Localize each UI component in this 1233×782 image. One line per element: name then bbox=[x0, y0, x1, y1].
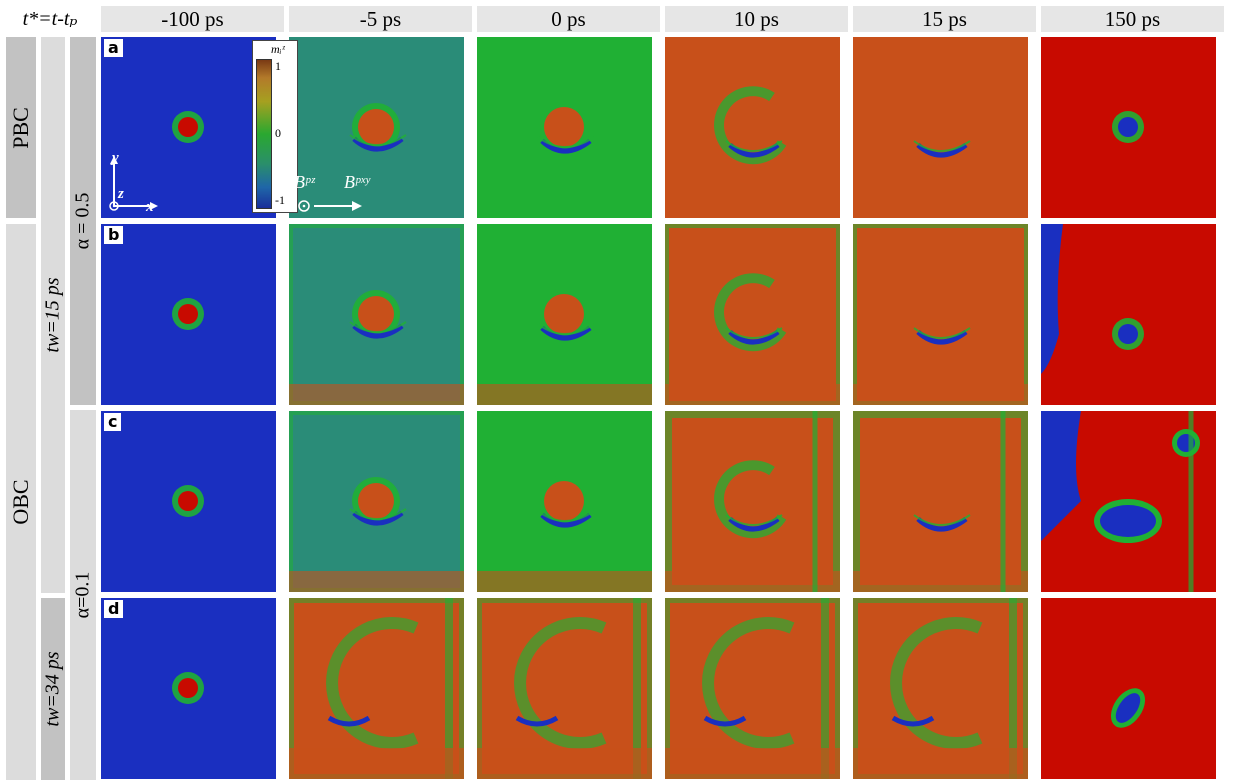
panel-label-d: d bbox=[104, 600, 124, 618]
snapshot-a-6 bbox=[1041, 37, 1216, 218]
tw15-label: tw=15 ps bbox=[41, 277, 64, 353]
colorbar: mᵢᶻ 1 0 -1 bbox=[252, 40, 298, 213]
pbc-band: PBC bbox=[6, 37, 36, 218]
column-header-3: 0 ps bbox=[477, 6, 660, 32]
colorbar-gradient bbox=[256, 59, 272, 209]
alpha05-label: α = 0.5 bbox=[71, 192, 94, 250]
snapshot-c-1 bbox=[101, 411, 276, 592]
snapshot-d-4 bbox=[665, 598, 840, 779]
column-header-1: -100 ps bbox=[101, 6, 284, 32]
snapshot-d-3 bbox=[477, 598, 652, 779]
axis-y-label: y bbox=[112, 150, 119, 166]
alpha05-band: α = 0.5 bbox=[70, 37, 96, 405]
obc-label: OBC bbox=[8, 479, 33, 525]
tw15-band: tw=15 ps bbox=[41, 37, 65, 593]
snapshot-a-2 bbox=[289, 37, 464, 218]
snapshot-b-2 bbox=[289, 224, 464, 405]
snapshot-c-4 bbox=[665, 411, 840, 592]
field-bxy-label: Bᵖˣʸ bbox=[344, 172, 370, 192]
panel-label-c: c bbox=[104, 413, 122, 431]
snapshot-c-3 bbox=[477, 411, 652, 592]
colorbar-tick-bottom: -1 bbox=[275, 193, 285, 207]
axes-glyph-icon bbox=[109, 156, 158, 211]
tw34-label: tw=34 ps bbox=[41, 651, 64, 727]
panel-label-a: a bbox=[104, 39, 123, 57]
snapshot-d-5 bbox=[853, 598, 1028, 779]
obc-band: OBC bbox=[6, 224, 36, 780]
colorbar-tick-mid: 0 bbox=[275, 126, 281, 140]
column-header-6: 150 ps bbox=[1041, 6, 1224, 32]
snapshot-a-1 bbox=[101, 37, 276, 218]
snapshot-b-1 bbox=[101, 224, 276, 405]
tw34-band: tw=34 ps bbox=[41, 598, 65, 780]
snapshot-c-2 bbox=[289, 411, 464, 592]
snapshot-b-3 bbox=[477, 224, 652, 405]
panel-label-b: b bbox=[104, 226, 124, 244]
pbc-label: PBC bbox=[8, 106, 33, 149]
snapshot-b-5 bbox=[853, 224, 1028, 405]
snapshot-d-1 bbox=[101, 598, 276, 779]
column-header-2: -5 ps bbox=[289, 6, 472, 32]
alpha01-label: α=0.1 bbox=[71, 571, 94, 619]
snapshot-a-4 bbox=[665, 37, 840, 218]
column-header-4: 10 ps bbox=[665, 6, 848, 32]
snapshot-c-5 bbox=[853, 411, 1028, 592]
axis-x-label: x bbox=[146, 199, 154, 215]
snapshot-d-6 bbox=[1041, 598, 1216, 779]
colorbar-tick-top: 1 bbox=[275, 59, 281, 73]
snapshot-d-2 bbox=[289, 598, 464, 779]
colorbar-title: mᵢᶻ bbox=[271, 42, 285, 56]
axis-z-label: z bbox=[118, 186, 124, 202]
snapshot-a-5 bbox=[853, 37, 1028, 218]
snapshot-b-4 bbox=[665, 224, 840, 405]
column-header-5: 15 ps bbox=[853, 6, 1036, 32]
time-axis-label: t*=t-tₚ bbox=[22, 7, 78, 30]
snapshot-c-6 bbox=[1041, 411, 1216, 592]
snapshot-b-6 bbox=[1041, 224, 1216, 405]
snapshot-a-3 bbox=[477, 37, 652, 218]
alpha01-band: α=0.1 bbox=[70, 410, 96, 780]
field-direction-icon bbox=[298, 200, 362, 212]
field-bz-label: Bᵖᶻ bbox=[294, 172, 315, 192]
